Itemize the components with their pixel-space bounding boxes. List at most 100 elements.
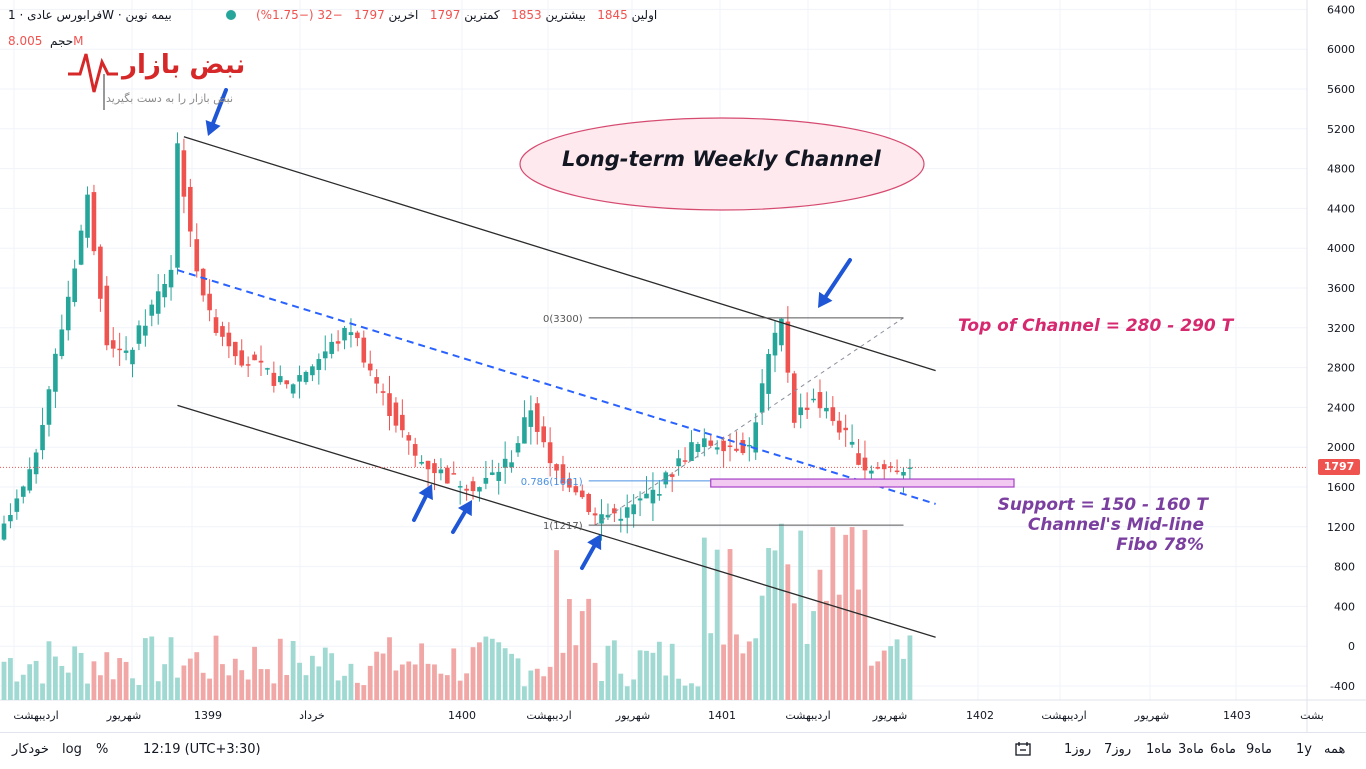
symbol-label: بیمه نوین xyxy=(125,8,172,22)
candle-body xyxy=(612,508,617,514)
candle-body xyxy=(123,350,129,353)
y-tick-label: 1200 xyxy=(1327,521,1355,534)
top-of-channel-text: Top of Channel = 280 - 290 T xyxy=(958,316,1234,336)
range-button[interactable]: 1ماه xyxy=(1146,742,1173,757)
range-button[interactable]: 9ماه xyxy=(1246,742,1273,757)
x-tick-label: خرداد xyxy=(299,709,325,722)
volume-bar xyxy=(573,645,579,700)
volume-bar xyxy=(734,634,739,700)
volume-bar xyxy=(849,527,855,700)
x-tick-label: 1403 xyxy=(1223,709,1251,722)
candle-body xyxy=(310,366,315,376)
candle-body xyxy=(901,471,906,476)
volume-bar xyxy=(509,653,514,700)
y-tick-label: 6000 xyxy=(1327,43,1355,56)
price-chart[interactable]: 6400600056005200480044004000360032002800… xyxy=(0,0,1366,732)
candle-body xyxy=(181,150,187,197)
x-tick-label: شهریور xyxy=(615,709,650,722)
volume-readout: حجم 8.005M xyxy=(8,34,84,48)
candle-body xyxy=(592,513,598,516)
channel-mid-line xyxy=(177,269,936,505)
timezone-readout[interactable]: 12:19 (UTC+3:30) xyxy=(143,742,261,757)
candle-body xyxy=(766,353,771,394)
arrow-head xyxy=(818,291,833,308)
volume-bar xyxy=(804,643,810,700)
volume-bar xyxy=(354,682,360,700)
volume-bar xyxy=(528,670,534,700)
candle-body xyxy=(252,354,257,361)
candle-body xyxy=(329,341,334,354)
candle-body xyxy=(200,268,206,296)
candle-body xyxy=(348,332,354,336)
volume-bar xyxy=(8,658,13,700)
date-range-icon[interactable] xyxy=(1014,740,1032,762)
candle-body xyxy=(695,444,701,452)
midline-text: Channel's Mid-line xyxy=(1027,515,1204,535)
y-tick-label: 2000 xyxy=(1327,441,1355,454)
candle-body xyxy=(702,438,707,448)
candle-body xyxy=(541,426,546,443)
volume-bar xyxy=(727,549,733,700)
range-button[interactable]: 1y xyxy=(1296,742,1312,757)
volume-bar xyxy=(663,675,669,700)
volume-bar xyxy=(342,675,347,700)
candle-body xyxy=(361,337,367,363)
range-button[interactable]: 1روز xyxy=(1064,742,1092,757)
volume-bar xyxy=(766,547,771,700)
volume-bar xyxy=(303,675,309,700)
volume-bar xyxy=(631,679,637,700)
volume-bar xyxy=(798,530,804,700)
volume-bar xyxy=(399,664,405,700)
candle-body xyxy=(824,407,829,412)
candle-body xyxy=(46,389,52,425)
percent-scale-toggle[interactable]: % xyxy=(96,742,109,757)
candle-body xyxy=(830,407,836,422)
log-scale-toggle[interactable]: log xyxy=(62,742,82,757)
volume-bar xyxy=(502,648,508,700)
volume-bar xyxy=(586,598,592,700)
range-button[interactable]: 7روز xyxy=(1104,742,1132,757)
volume-bar xyxy=(284,675,290,700)
candle-body xyxy=(136,325,142,344)
volume-bar xyxy=(779,523,784,700)
volume-bar xyxy=(367,665,373,700)
range-button[interactable]: همه xyxy=(1324,742,1346,757)
volume-bar xyxy=(168,637,174,700)
candle-body xyxy=(143,325,148,336)
symbol-title[interactable]: فرابورس عادی · 1W · بیمه نوین xyxy=(8,8,172,22)
volume-bar xyxy=(239,670,245,700)
ohlc-readout: اولین 1845 بیشترین 1853 کمترین 1797 اخری… xyxy=(256,8,658,22)
candle-body xyxy=(322,351,328,359)
candle-body xyxy=(65,296,71,331)
candle-body xyxy=(445,467,450,484)
fib-level-label: 0(3300) xyxy=(543,314,583,325)
arrow-shaft xyxy=(580,544,597,570)
candle-body xyxy=(490,472,495,475)
volume-bar xyxy=(117,658,123,700)
candle-body xyxy=(265,368,270,370)
volume-bar xyxy=(432,664,437,700)
volume-bar xyxy=(824,600,829,700)
auto-scale-toggle[interactable]: خودکار xyxy=(12,742,49,757)
y-tick-label: 3200 xyxy=(1327,322,1355,335)
candle-body xyxy=(59,329,65,357)
volume-bar xyxy=(836,594,842,700)
volume-bar xyxy=(611,640,617,700)
x-tick-label: بشت xyxy=(1300,709,1324,722)
candle-body xyxy=(464,488,469,491)
candle-body xyxy=(689,442,694,461)
volume-bar xyxy=(868,665,874,700)
volume-bar xyxy=(181,665,187,700)
candle-body xyxy=(547,442,553,464)
volume-bar xyxy=(888,646,894,700)
range-button[interactable]: 3ماه xyxy=(1178,742,1205,757)
candle-body xyxy=(657,494,662,496)
x-tick-label: شهریور xyxy=(106,709,141,722)
volume-bar xyxy=(817,569,823,700)
candle-body xyxy=(233,341,238,357)
range-button[interactable]: 6ماه xyxy=(1210,742,1237,757)
volume-bar xyxy=(40,683,45,700)
volume-bar xyxy=(676,678,682,700)
volume-bar xyxy=(387,637,392,700)
volume-bar xyxy=(232,658,238,700)
